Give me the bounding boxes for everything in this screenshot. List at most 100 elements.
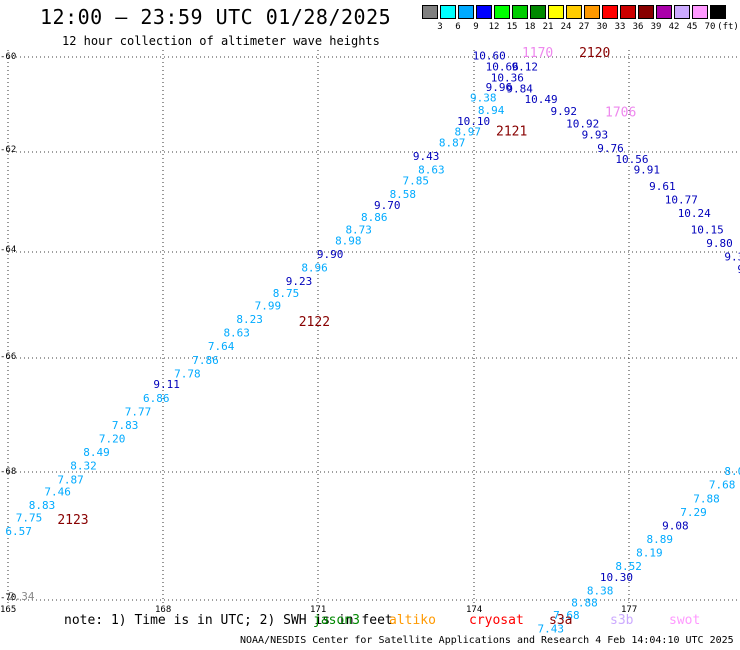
wave-height-value: 8.96 bbox=[301, 261, 328, 274]
pass-time-label: 1706 bbox=[605, 106, 636, 121]
legend-swatch bbox=[638, 5, 654, 19]
legend-label: 27 bbox=[578, 22, 590, 32]
wave-height-value: 9.12 bbox=[512, 61, 539, 74]
mission-swot: swot bbox=[669, 613, 701, 628]
wave-height-value: 10.10 bbox=[457, 115, 490, 128]
wave-height-value: 10.30 bbox=[600, 571, 633, 584]
wave-height-value: 7.88 bbox=[693, 492, 720, 505]
legend-swatch bbox=[602, 5, 618, 19]
legend-label: 70 bbox=[704, 22, 716, 32]
wave-height-value: 8.23 bbox=[236, 313, 263, 326]
legend-swatch bbox=[548, 5, 564, 19]
units-note: note: 1) Time is in UTC; 2) SWH is in fe… bbox=[64, 613, 393, 628]
pass-time-label: 2121 bbox=[496, 125, 527, 140]
wave-height-value: 8.19 bbox=[636, 547, 663, 560]
legend-label: 24 bbox=[560, 22, 572, 32]
wave-height-value: 7.68 bbox=[709, 479, 736, 492]
pass-time-label: 2122 bbox=[299, 315, 330, 330]
wave-height-value: 9.92 bbox=[551, 105, 578, 118]
legend-label: 33 bbox=[614, 22, 626, 32]
legend-label: 9 bbox=[473, 22, 479, 32]
legend-swatch bbox=[476, 5, 492, 19]
wave-height-value: 10.60 bbox=[473, 50, 506, 63]
wave-height-value: 7.20 bbox=[99, 433, 126, 446]
wave-height-value: 8.49 bbox=[83, 446, 110, 459]
pass-time-label: 1170 bbox=[522, 46, 553, 61]
wave-height-value: 8.94 bbox=[478, 104, 505, 117]
lat-label-68: -68 bbox=[0, 467, 17, 477]
lon-label-165: 165 bbox=[0, 605, 17, 615]
wave-height-value: 9.90 bbox=[317, 248, 344, 261]
legend-label: 39 bbox=[650, 22, 662, 32]
wave-height-value: 9.93 bbox=[582, 128, 609, 141]
wave-height-value: 10.49 bbox=[525, 93, 558, 106]
page-title: 12:00 – 23:59 UTC 01/28/2025 bbox=[40, 5, 392, 29]
wave-height-value: 9.08 bbox=[662, 519, 689, 532]
wave-height-value: 7.83 bbox=[112, 419, 139, 432]
footer-credit: NOAA/NESDIS Center for Satellite Applica… bbox=[240, 635, 734, 646]
wave-height-value: 8.83 bbox=[29, 499, 56, 512]
legend-label: 45 bbox=[686, 22, 698, 32]
legend-label: 18 bbox=[524, 22, 536, 32]
wave-height-value: 8.73 bbox=[345, 223, 372, 236]
wave-height-value: 10.56 bbox=[615, 153, 648, 166]
wave-height-value: 9.11 bbox=[153, 378, 180, 391]
wave-height-value: 9.96 bbox=[486, 81, 513, 94]
legend-label: 21 bbox=[542, 22, 554, 32]
wave-height-value: 7.64 bbox=[208, 340, 235, 353]
legend-label: 6 bbox=[455, 22, 461, 32]
wave-height-value: 8.63 bbox=[223, 327, 250, 340]
pass-time-label: 2123 bbox=[57, 513, 88, 528]
wave-height-value: 8.75 bbox=[273, 287, 300, 300]
legend-label: 30 bbox=[596, 22, 608, 32]
wave-height-value: 6.86 bbox=[143, 392, 170, 405]
legend-swatch bbox=[512, 5, 528, 19]
legend-swatch bbox=[710, 5, 726, 19]
lon-label-174: 174 bbox=[466, 605, 483, 615]
lat-label-62: -62 bbox=[0, 145, 17, 155]
mission-altiko: altiko bbox=[389, 613, 436, 628]
wave-height-value: 8.32 bbox=[70, 460, 97, 473]
lon-label-177: 177 bbox=[621, 605, 638, 615]
page-subtitle: 12 hour collection of altimeter wave hei… bbox=[62, 34, 380, 48]
wave-height-value: 8.38 bbox=[587, 585, 614, 598]
mission-s3a: s3a bbox=[549, 613, 573, 628]
legend-swatch bbox=[440, 5, 456, 19]
legend-swatch bbox=[620, 5, 636, 19]
wave-height-value: 9.61 bbox=[649, 180, 676, 193]
wave-height-value: 8.87 bbox=[439, 137, 466, 150]
wave-height-value: 9.91 bbox=[634, 164, 661, 177]
legend-label: 3 bbox=[437, 22, 443, 32]
lat-label-64: -64 bbox=[0, 245, 17, 255]
wave-height-value: 8.98 bbox=[335, 234, 362, 247]
wave-height-value: 10.15 bbox=[691, 223, 724, 236]
wave-height-value: 9.43 bbox=[413, 150, 440, 163]
legend-label: 12 bbox=[488, 22, 500, 32]
pass-time-label: 2120 bbox=[579, 46, 610, 61]
wave-height-value: 7.99 bbox=[255, 299, 282, 312]
mission-cryosat: cryosat bbox=[469, 613, 524, 628]
lon-label-168: 168 bbox=[155, 605, 172, 615]
wave-height-value: 8.63 bbox=[418, 164, 445, 177]
lat-label-70: -70 bbox=[0, 593, 17, 603]
legend-swatch bbox=[530, 5, 546, 19]
wave-height-value: 10.24 bbox=[678, 207, 711, 220]
legend-swatch bbox=[692, 5, 708, 19]
wave-height-value: 8.86 bbox=[361, 211, 388, 224]
lat-label-66: -66 bbox=[0, 352, 17, 362]
wave-height-value: 7.29 bbox=[680, 506, 707, 519]
wave-height-value: 9.80 bbox=[706, 237, 733, 250]
wave-height-value: 6.57 bbox=[5, 525, 32, 538]
wave-height-value: 7.46 bbox=[44, 486, 70, 499]
lon-label-171: 171 bbox=[310, 605, 327, 615]
lat-label-60: -60 bbox=[0, 52, 17, 62]
wave-height-value: 8.89 bbox=[647, 533, 674, 546]
wave-height-value: 7.75 bbox=[16, 511, 43, 524]
wave-height-value: 9.38 bbox=[470, 92, 497, 105]
wave-height-value: 8.58 bbox=[390, 188, 417, 201]
wave-height-value: 2.34 bbox=[8, 590, 35, 603]
wave-height-value: 9.71 bbox=[737, 263, 740, 276]
legend-label: 36 bbox=[632, 22, 644, 32]
wave-height-value: 7.85 bbox=[403, 175, 430, 188]
wave-height-value: 9.76 bbox=[597, 142, 624, 155]
